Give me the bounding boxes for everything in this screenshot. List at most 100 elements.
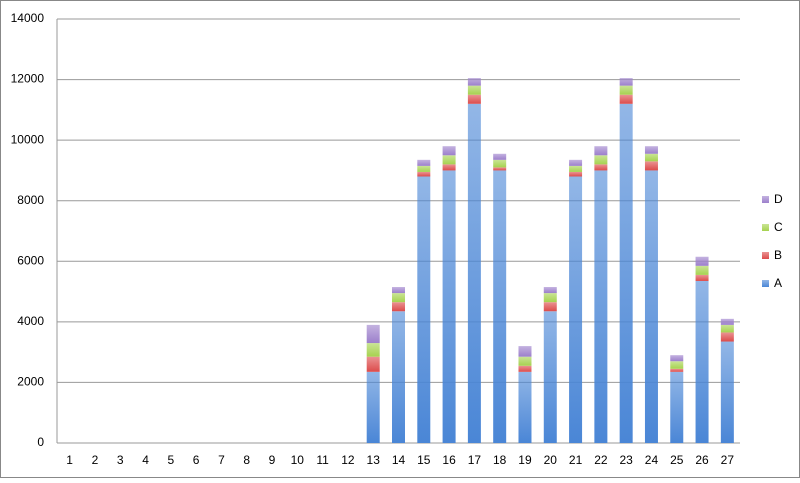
- bar-segment: [720, 332, 734, 342]
- x-tick-label: 6: [193, 453, 200, 467]
- bar-segment: [442, 170, 456, 443]
- bar-segment: [518, 356, 532, 366]
- bar-segment: [619, 78, 633, 86]
- bar-segment: [392, 293, 405, 303]
- x-tick-label: 12: [341, 453, 355, 467]
- y-tick-label: 12000: [11, 72, 45, 86]
- bar-segment: [619, 85, 633, 95]
- x-tick-label: 18: [493, 453, 507, 467]
- bar-segment: [366, 371, 380, 443]
- bar-segment: [619, 103, 633, 444]
- x-tick-label: 8: [243, 453, 250, 467]
- bar-segment: [442, 155, 456, 165]
- bar-segment: [569, 171, 583, 177]
- x-tick-label: 25: [670, 453, 684, 467]
- legend-label: D: [774, 192, 783, 206]
- bar-segment: [594, 155, 608, 165]
- bar-segment: [670, 368, 684, 372]
- x-tick-label: 24: [645, 453, 659, 467]
- bar-segment: [417, 171, 431, 177]
- bar-segment: [695, 280, 709, 443]
- bar-segment: [670, 371, 684, 443]
- y-tick-label: 14000: [11, 11, 45, 25]
- bar-segment: [569, 159, 583, 166]
- x-tick-label: 26: [695, 453, 709, 467]
- bar-segment: [467, 85, 481, 95]
- x-tick-label: 19: [518, 453, 532, 467]
- bar-segment: [366, 356, 380, 372]
- bar-segment: [442, 164, 456, 171]
- bar-segment: [695, 256, 709, 266]
- bar-segment: [543, 302, 557, 312]
- bar-segment: [543, 287, 557, 294]
- bar-segment: [644, 153, 658, 162]
- x-tick-label: 21: [569, 453, 583, 467]
- legend-label: B: [774, 248, 782, 262]
- legend-label: A: [774, 276, 782, 290]
- legend-swatch: [762, 252, 769, 259]
- legend-swatch: [762, 196, 769, 203]
- x-tick-label: 13: [367, 453, 381, 467]
- bar-segment: [720, 318, 734, 325]
- x-tick-label: 20: [544, 453, 558, 467]
- bar-segment: [644, 146, 658, 154]
- bar-segment: [417, 165, 431, 172]
- x-tick-label: 17: [468, 453, 482, 467]
- bar-segment: [493, 153, 507, 160]
- x-tick-label: 14: [392, 453, 406, 467]
- y-tick-label: 0: [37, 435, 44, 449]
- bar-segment: [518, 346, 532, 357]
- bar-segment: [417, 159, 431, 166]
- bar-segment: [543, 311, 557, 443]
- y-tick-label: 6000: [17, 253, 44, 267]
- bar-segment: [417, 176, 431, 443]
- bar-segment: [493, 167, 507, 171]
- bar-segment: [467, 94, 481, 104]
- bar-segment: [366, 324, 380, 344]
- bar-segment: [619, 94, 633, 104]
- bar-segment: [670, 355, 684, 362]
- bar-segment: [493, 159, 507, 168]
- x-tick-label: 27: [721, 453, 735, 467]
- bar-segment: [518, 365, 532, 372]
- x-tick-label: 9: [269, 453, 276, 467]
- bar-segment: [518, 371, 532, 443]
- x-tick-label: 10: [291, 453, 305, 467]
- x-tick-label: 23: [619, 453, 633, 467]
- bar-segment: [543, 293, 557, 303]
- x-tick-label: 16: [442, 453, 456, 467]
- y-tick-label: 10000: [11, 132, 45, 146]
- bar-segment: [366, 343, 380, 357]
- bar-segment: [594, 146, 608, 156]
- x-tick-label: 4: [142, 453, 149, 467]
- y-tick-label: 8000: [17, 193, 44, 207]
- bar-segment: [670, 361, 684, 369]
- bar-segment: [467, 78, 481, 86]
- y-tick-label: 2000: [17, 375, 44, 389]
- x-tick-label: 3: [117, 453, 124, 467]
- x-tick-label: 7: [218, 453, 225, 467]
- bar-segment: [695, 265, 709, 275]
- bar-segment: [493, 170, 507, 443]
- x-tick-label: 5: [167, 453, 174, 467]
- bar-segment: [695, 274, 709, 281]
- bar-segment: [392, 311, 405, 443]
- bar-segment: [594, 170, 608, 443]
- bar-segment: [569, 165, 583, 172]
- bar-segment: [644, 161, 658, 171]
- bar-segment: [594, 164, 608, 171]
- bar-segment: [392, 287, 405, 294]
- legend-swatch: [762, 224, 769, 231]
- x-tick-label: 1: [66, 453, 73, 467]
- bar-segment: [467, 103, 481, 444]
- x-tick-label: 11: [316, 453, 329, 467]
- y-tick-label: 4000: [17, 314, 44, 328]
- bar-segment: [569, 176, 583, 443]
- legend-label: C: [774, 220, 783, 234]
- bar-segment: [644, 170, 658, 443]
- bar-segment: [392, 302, 405, 312]
- x-tick-label: 2: [92, 453, 99, 467]
- bar-segment: [442, 146, 456, 156]
